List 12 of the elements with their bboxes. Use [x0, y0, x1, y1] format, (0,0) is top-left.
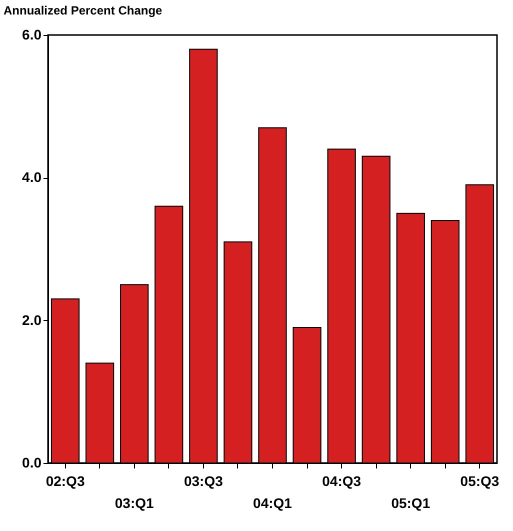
y-tick-label: 4.0	[22, 169, 42, 186]
y-tick-label: 6.0	[22, 26, 42, 42]
x-tick-label: 04:Q1	[253, 495, 292, 511]
y-tick-label: 2.0	[22, 312, 42, 328]
x-tick-label: 05:Q3	[460, 473, 500, 489]
y-axis-title: Annualized Percent Change	[4, 4, 163, 18]
x-tick-label: 03:Q3	[184, 473, 224, 489]
x-tick-label: 03:Q1	[114, 495, 154, 511]
x-tick-label: 02:Q3	[46, 473, 85, 489]
x-tick-label: 04:Q3	[322, 473, 362, 489]
x-tick-label: 05:Q1	[391, 495, 430, 511]
y-tick-label: 0.0	[22, 454, 42, 470]
